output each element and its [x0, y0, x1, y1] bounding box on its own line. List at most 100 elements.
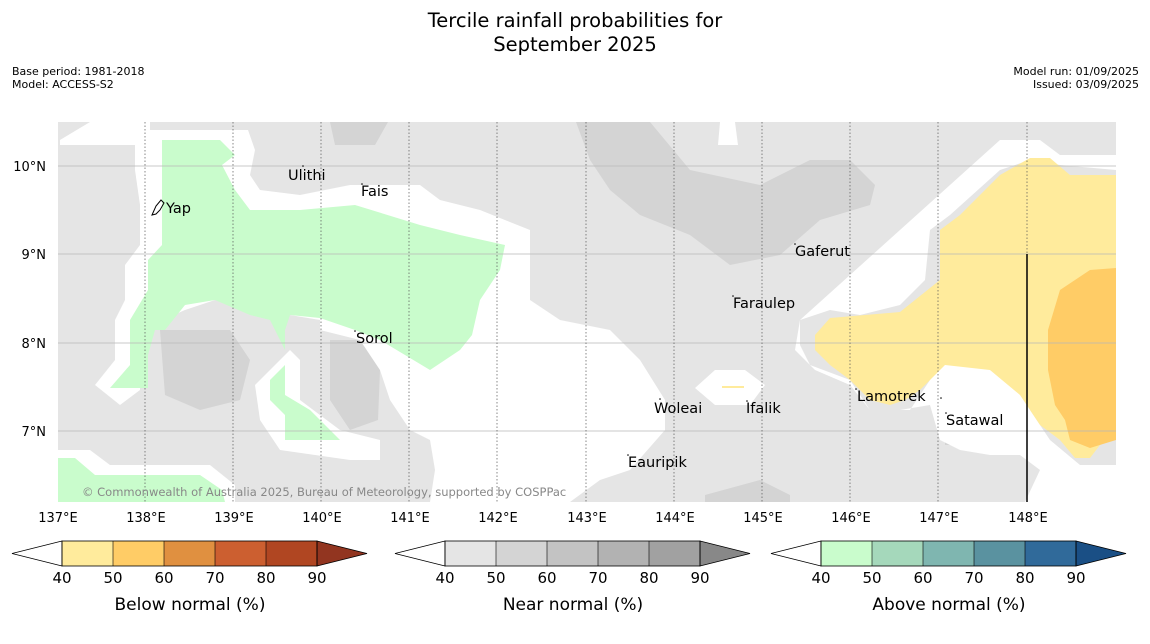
colorbar-segment — [821, 541, 872, 566]
colorbar-high-extension — [1075, 540, 1127, 567]
title-line-2: September 2025 — [493, 33, 657, 56]
colorbar-tick-label: 60 — [913, 569, 932, 587]
map-title: Tercile rainfall probabilities for Septe… — [0, 9, 1150, 57]
base-period: Base period: 1981-2018 — [12, 65, 145, 78]
above-normal-40-region-2 — [270, 365, 340, 440]
base-period-info: Base period: 1981-2018 Model: ACCESS-S2 — [12, 65, 144, 91]
colorbar-segment — [62, 541, 113, 566]
colorbar-tick-label: 70 — [588, 569, 607, 587]
place-label-lamotrek: Lamotrek — [857, 389, 926, 405]
colorbar-segment — [649, 541, 700, 566]
colorbar-segment — [974, 541, 1025, 566]
map-fields — [58, 122, 1116, 502]
below-40-region-north — [718, 122, 738, 145]
below-normal-40-region — [815, 158, 1116, 458]
lat-label-10: 10°N — [13, 160, 46, 175]
near-normal-50-patch-2 — [330, 122, 388, 145]
colorbar-tick-label: 40 — [435, 569, 454, 587]
near-normal-50-patch — [576, 122, 875, 265]
lon-label-147: 147°E — [919, 511, 959, 526]
place-label-faraulep: Faraulep — [733, 296, 795, 312]
place-label-eauripik: Eauripik — [628, 455, 687, 471]
lon-label-138: 138°E — [126, 511, 166, 526]
colorbar-tick-label: 80 — [639, 569, 658, 587]
near-normal-50-patch-4 — [160, 330, 250, 410]
colorbar-label-below-normal: Below normal (%) — [115, 595, 266, 615]
lon-label-137: 137°E — [38, 511, 78, 526]
colorbar-tick-label: 60 — [537, 569, 556, 587]
colorbar-label-near-normal: Near normal (%) — [503, 595, 643, 615]
colorbar-segment — [1025, 541, 1076, 566]
lon-label-141: 141°E — [390, 511, 430, 526]
colorbar-segment — [923, 541, 974, 566]
title-line-1: Tercile rainfall probabilities for — [427, 9, 723, 32]
lon-label-139: 139°E — [214, 511, 254, 526]
colorbar-segment — [547, 541, 598, 566]
colorbar-tick-label: 50 — [862, 569, 881, 587]
colorbar-segment — [266, 541, 317, 566]
lat-label-8: 8°N — [22, 337, 47, 352]
colorbar-tick-label: 50 — [486, 569, 505, 587]
colorbar-tick-label: 80 — [1015, 569, 1034, 587]
issued-date: Issued: 03/09/2025 — [1032, 78, 1139, 91]
lon-label-142: 142°E — [478, 511, 518, 526]
colorbar-tick-label: 80 — [256, 569, 275, 587]
place-label-ifalik: Ifalik — [746, 401, 781, 417]
lon-label-143: 143°E — [567, 511, 607, 526]
colorbar-tick-label: 70 — [205, 569, 224, 587]
colorbar-tick-label: 60 — [154, 569, 173, 587]
below-40-region-east — [795, 140, 1116, 502]
above-normal-40-region — [110, 140, 505, 388]
place-label-ulithi: Ulithi — [288, 168, 326, 184]
colorbar-tick-label: 40 — [811, 569, 830, 587]
colorbar-segment — [872, 541, 923, 566]
place-label-fais: Fais — [361, 184, 388, 200]
colorbar-segment — [215, 541, 266, 566]
colorbar-above-normal: 40 50 60 70 80 90 — [770, 540, 1127, 587]
yap-island-outline — [151, 199, 165, 216]
model-run: Model run: 01/09/2025 — [1013, 65, 1139, 78]
run-info: Model run: 01/09/2025 Issued: 03/09/2025 — [1013, 65, 1139, 91]
colorbar-segment — [445, 541, 496, 566]
colorbar-below-normal: 40 50 60 70 80 90 — [11, 540, 368, 587]
colorbar-low-extension — [11, 540, 63, 567]
place-label-sorol: Sorol — [356, 331, 393, 347]
colorbar-segment — [113, 541, 164, 566]
place-label-gaferut: Gaferut — [795, 244, 850, 260]
colorbar-label-above-normal: Above normal (%) — [872, 595, 1025, 615]
copyright-notice: © Commonwealth of Australia 2025, Bureau… — [82, 485, 566, 499]
place-label-yap: Yap — [165, 201, 191, 217]
lat-label-7: 7°N — [22, 425, 47, 440]
colorbar-tick-label: 40 — [52, 569, 71, 587]
colorbar-high-extension — [316, 540, 368, 567]
colorbar-tick-label: 50 — [103, 569, 122, 587]
lon-label-148: 148°E — [1008, 511, 1048, 526]
colorbar-segment — [164, 541, 215, 566]
colorbar-segment — [496, 541, 547, 566]
colorbar-near-normal: 40 50 60 70 80 90 — [394, 540, 751, 587]
place-label-woleai: Woleai — [654, 401, 702, 417]
near-normal-50-patch-3 — [330, 340, 380, 430]
longitude-labels: 137°E 138°E 139°E 140°E 141°E 142°E 143°… — [38, 511, 1048, 526]
model-name: Model: ACCESS-S2 — [12, 78, 114, 91]
colorbar-low-extension — [394, 540, 446, 567]
colorbar-tick-label: 90 — [690, 569, 709, 587]
lon-label-144: 144°E — [655, 511, 695, 526]
longitude-gridlines — [144, 122, 1028, 502]
colorbar-tick-label: 90 — [307, 569, 326, 587]
place-label-satawal: Satawal — [946, 413, 1003, 429]
latitude-labels: 10°N 9°N 8°N 7°N — [13, 160, 46, 440]
lon-label-146: 146°E — [831, 511, 871, 526]
latitude-gridlines — [58, 165, 1116, 432]
colorbar-tick-label: 90 — [1066, 569, 1085, 587]
lon-label-140: 140°E — [302, 511, 342, 526]
place-labels: Yap Ulithi Fais Gaferut Faraulep Sorol L… — [165, 168, 1003, 471]
lon-label-145: 145°E — [743, 511, 783, 526]
below-normal-spot — [722, 386, 744, 388]
near-normal-50-patch-6 — [705, 480, 790, 502]
colorbar-segment — [598, 541, 649, 566]
island-markers — [302, 165, 947, 456]
colorbar-low-extension — [770, 540, 822, 567]
lat-label-9: 9°N — [22, 248, 47, 263]
